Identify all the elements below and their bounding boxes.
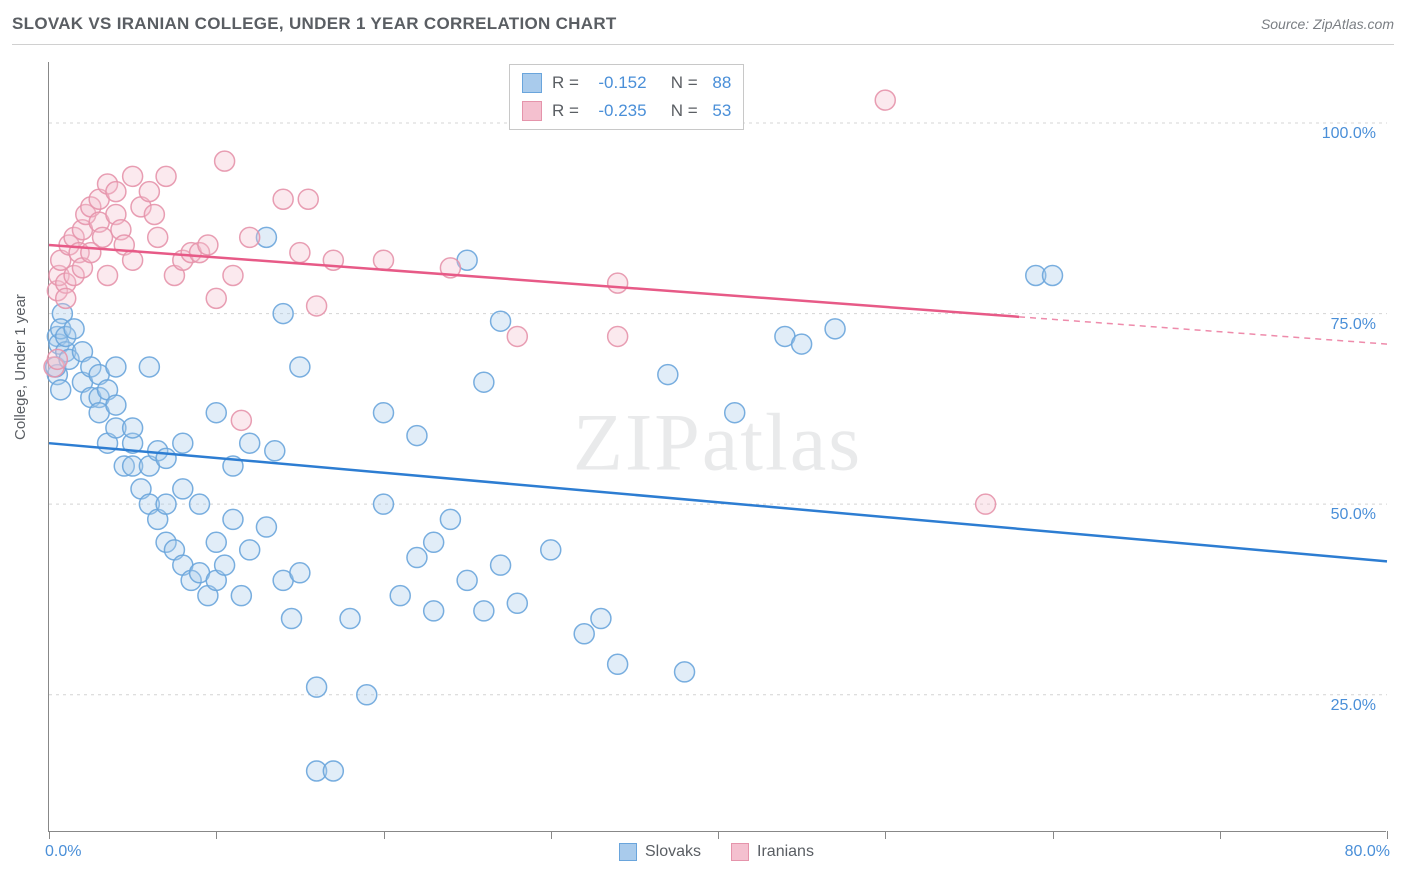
x-tick (885, 831, 886, 839)
x-axis-min-label: 0.0% (45, 843, 81, 861)
legend-r-label: R = (552, 73, 588, 93)
legend-swatch-iranians (731, 843, 749, 861)
legend-row-slovaks: R = -0.152 N = 88 (522, 69, 731, 97)
legend-swatch-slovaks (619, 843, 637, 861)
x-tick (1220, 831, 1221, 839)
x-tick (49, 831, 50, 839)
legend-label-slovaks: Slovaks (645, 843, 701, 861)
legend-n-label: N = (657, 73, 703, 93)
chart-title: SLOVAK VS IRANIAN COLLEGE, UNDER 1 YEAR … (12, 14, 617, 34)
x-tick (718, 831, 719, 839)
legend-n-label: N = (657, 101, 703, 121)
y-tick-label: 75.0% (1331, 316, 1376, 334)
legend-r-value-slovaks: -0.152 (598, 73, 646, 93)
legend-n-value-slovaks: 88 (712, 73, 731, 93)
y-tick-label: 50.0% (1331, 506, 1376, 524)
x-tick (551, 831, 552, 839)
x-tick (216, 831, 217, 839)
plot-svg (49, 62, 1386, 831)
legend-item-slovaks: Slovaks (619, 843, 701, 861)
x-axis-max-label: 80.0% (1345, 843, 1390, 861)
x-tick (1387, 831, 1388, 839)
y-tick-label: 25.0% (1331, 697, 1376, 715)
y-axis-label: College, Under 1 year (12, 294, 29, 440)
source-label: Source: ZipAtlas.com (1261, 16, 1394, 32)
chart-container: SLOVAK VS IRANIAN COLLEGE, UNDER 1 YEAR … (0, 0, 1406, 892)
legend-swatch-iranians (522, 101, 542, 121)
legend-n-value-iranians: 53 (712, 101, 731, 121)
x-tick (384, 831, 385, 839)
series-legend: Slovaks Iranians (619, 843, 814, 861)
x-tick (1053, 831, 1054, 839)
legend-item-iranians: Iranians (731, 843, 814, 861)
legend-r-value-iranians: -0.235 (598, 101, 646, 121)
title-bar: SLOVAK VS IRANIAN COLLEGE, UNDER 1 YEAR … (12, 14, 1394, 45)
legend-row-iranians: R = -0.235 N = 53 (522, 97, 731, 125)
legend-label-iranians: Iranians (757, 843, 814, 861)
legend-swatch-slovaks (522, 73, 542, 93)
y-tick-label: 100.0% (1322, 125, 1376, 143)
correlation-legend: R = -0.152 N = 88 R = -0.235 N = 53 (509, 64, 744, 130)
plot-area: ZIPatlas R = -0.152 N = 88 R = -0.235 N … (48, 62, 1386, 832)
legend-r-label: R = (552, 101, 588, 121)
